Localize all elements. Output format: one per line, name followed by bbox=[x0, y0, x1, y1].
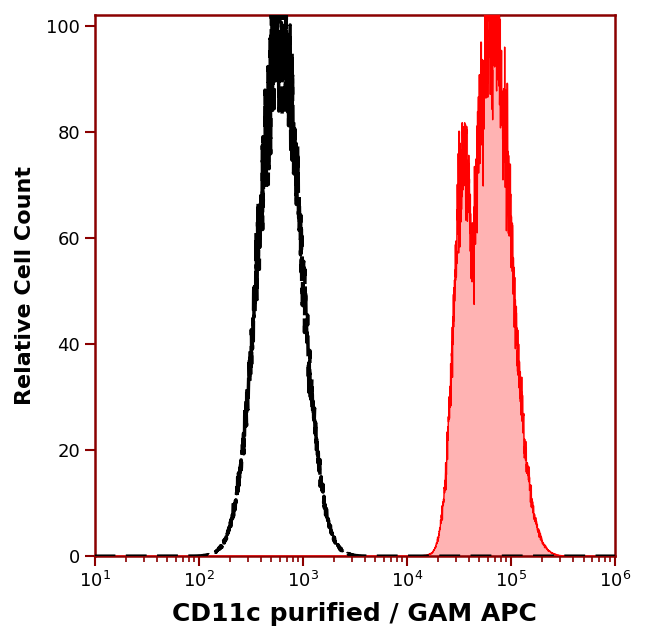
Y-axis label: Relative Cell Count: Relative Cell Count bbox=[15, 166, 35, 405]
X-axis label: CD11c purified / GAM APC: CD11c purified / GAM APC bbox=[172, 602, 537, 626]
